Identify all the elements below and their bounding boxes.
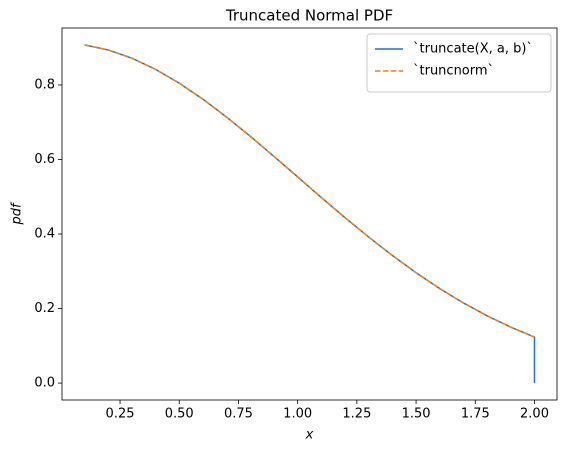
x-tick-label: 1.75 xyxy=(461,407,490,422)
legend-box xyxy=(366,33,552,93)
x-tick-label: 1.25 xyxy=(342,407,371,422)
axes-frame xyxy=(61,27,558,401)
x-tick-label: 0.50 xyxy=(165,407,194,422)
legend-label: `truncate(X, a, b)` xyxy=(413,42,533,57)
x-tick-label: 0.25 xyxy=(106,407,135,422)
y-tick-label: 0.2 xyxy=(34,301,55,316)
y-tick-label: 0.4 xyxy=(34,227,55,242)
chart-title: Truncated Normal PDF xyxy=(225,7,393,25)
legend-label: `truncnorm` xyxy=(413,64,494,79)
data-line xyxy=(84,44,535,338)
y-tick-label: 0.8 xyxy=(34,77,55,92)
x-tick-label: 1.00 xyxy=(283,407,312,422)
data-line xyxy=(84,44,536,384)
x-tick-label: 1.50 xyxy=(402,407,431,422)
x-tick-label: 0.75 xyxy=(224,407,253,422)
y-axis-label: pdf xyxy=(10,201,25,226)
y-tick-label: 0.0 xyxy=(34,376,55,391)
y-tick-label: 0.6 xyxy=(34,152,55,167)
x-axis-label: x xyxy=(305,428,314,443)
x-tick-label: 2.00 xyxy=(520,407,549,422)
